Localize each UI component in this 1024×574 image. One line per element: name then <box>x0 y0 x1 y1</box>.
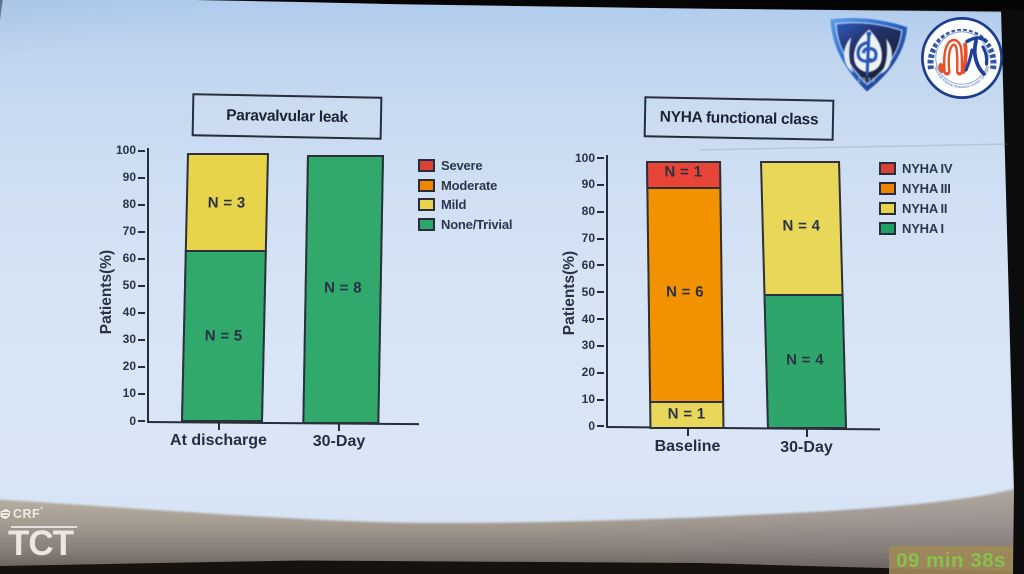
svg-text:1937: 1937 <box>857 75 877 85</box>
